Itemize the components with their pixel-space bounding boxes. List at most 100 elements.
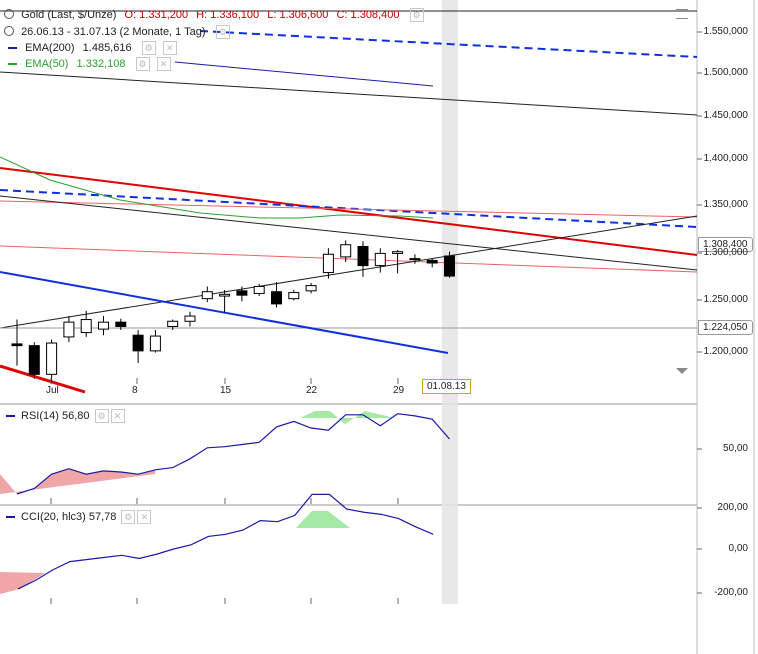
high-value: H: 1.336,100 — [196, 9, 260, 21]
rsi-value: 56,80 — [61, 409, 90, 422]
rsi-legend: RSI(14) 56,80 ⚙ ✕ — [6, 409, 125, 423]
candle-up — [253, 285, 265, 294]
y-tick-label: 1.200,000 — [703, 346, 749, 357]
ema50-line — [0, 156, 434, 219]
y-tick-label: 1.300,000 — [703, 247, 749, 258]
candle-up — [305, 285, 317, 292]
candle-up — [98, 321, 109, 330]
open-value: O: 1.331,200 — [124, 9, 189, 21]
candle-down — [28, 345, 40, 375]
rsi-overbought-fill — [300, 411, 395, 424]
clock-icon — [4, 26, 14, 36]
rsi-settings-icon[interactable]: ⚙ — [94, 409, 109, 423]
crosshair-band — [442, 0, 458, 604]
x-tick-label: 8 — [132, 385, 138, 396]
ema50-label: EMA(50) — [25, 58, 69, 70]
ema50-settings-icon[interactable]: ⚙ — [135, 57, 150, 72]
cci-settings-icon[interactable]: ⚙ — [121, 510, 136, 524]
close-value: C: 1.308,400 — [336, 9, 400, 21]
black-trendline-long — [0, 71, 698, 116]
ema200-line — [174, 61, 434, 87]
light-red-line-upper — [0, 200, 698, 218]
range-settings-icon[interactable]: ⚙ — [215, 25, 230, 40]
x-tick-label: 22 — [306, 385, 318, 396]
cci-line — [17, 493, 434, 590]
y-tick-label: 1.350,000 — [703, 199, 749, 210]
x-tick-label: 29 — [393, 385, 405, 396]
cci-legend: CCI(20, hlc3) 57,78 ⚙ ✕ — [6, 510, 152, 524]
cci-y-tick-label: 200,00 — [717, 502, 748, 513]
candle-up — [63, 321, 75, 338]
y-tick-label: 1.450,000 — [703, 110, 749, 121]
rsi-oversold-fill — [0, 468, 156, 494]
red-trendline-lower — [0, 364, 86, 394]
candle-up — [340, 244, 352, 258]
ema200-value: 1.485,616 — [82, 42, 132, 54]
black-trendline-mid — [0, 195, 698, 271]
candle-down — [426, 259, 438, 264]
light-red-line-lower — [0, 245, 698, 273]
cci-overbought-fill — [296, 511, 350, 528]
rsi-swatch — [6, 415, 15, 417]
cci-label: CCI(20, hlc3) — [21, 510, 86, 523]
date-range: 26.06.13 - 31.07.13 (2 Monate, 1 Tag) — [21, 26, 206, 38]
candle-down — [132, 334, 144, 352]
rsi-y-tick-label: 50,00 — [722, 443, 748, 454]
candle-up — [46, 342, 58, 375]
ema200-label: EMA(200) — [25, 42, 75, 54]
level-price-tag: 1.224,050 — [698, 320, 753, 335]
low-value: L: 1.306,600 — [267, 9, 329, 21]
blue-dashed-trendline-upper — [199, 30, 698, 58]
scroll-down-icon[interactable] — [676, 368, 688, 374]
legend-row-range: 26.06.13 - 31.07.13 (2 Monate, 1 Tag) ⚙ — [4, 25, 235, 40]
ema200-settings-icon[interactable]: ⚙ — [141, 41, 156, 56]
candle-up — [374, 252, 386, 267]
cci-value: 57,78 — [88, 510, 117, 523]
candle-up — [167, 320, 179, 327]
cci-y-tick-label: 0,00 — [728, 543, 748, 554]
red-trendline-main — [0, 167, 698, 256]
y-tick-label: 1.500,000 — [703, 67, 749, 78]
candle-up — [288, 292, 300, 300]
cci-oversold-fill — [0, 572, 45, 594]
candle-up — [409, 258, 421, 261]
x-tick-label: Jul — [46, 385, 59, 396]
settings-icon[interactable]: ⚙ — [409, 8, 424, 23]
gold-icon — [4, 9, 14, 19]
candle-up — [219, 293, 231, 297]
scroll-top-icon[interactable] — [676, 9, 688, 19]
candle-up — [80, 319, 92, 334]
x-tick-label: 15 — [220, 385, 232, 396]
candle-down — [271, 291, 282, 305]
candle-down — [11, 343, 23, 347]
ema200-close-icon[interactable]: ✕ — [162, 41, 177, 56]
rsi-line — [16, 413, 450, 495]
ema50-value: 1.332,108 — [76, 58, 126, 70]
candle-up — [392, 251, 404, 254]
y-tick-label: 1.550,000 — [703, 26, 749, 37]
legend-row-ema50: EMA(50) 1.332,108 ⚙ ✕ — [4, 57, 176, 72]
ema50-close-icon[interactable]: ✕ — [156, 57, 171, 72]
instrument-title: Gold (Last, $/Unze) — [21, 9, 117, 21]
last-price-tag: 1.308,400 — [698, 237, 753, 252]
legend-row-price: Gold (Last, $/Unze) O: 1.331,200 H: 1.33… — [4, 8, 429, 23]
candle-up — [149, 335, 161, 352]
blue-trendline-lower — [0, 271, 449, 354]
candle-down — [115, 321, 127, 327]
rsi-close-icon[interactable]: ✕ — [110, 409, 125, 423]
candle-down — [444, 255, 455, 277]
cci-close-icon[interactable]: ✕ — [137, 510, 152, 524]
rsi-label: RSI(14) — [21, 409, 59, 422]
y-tick-label: 1.250,000 — [703, 294, 749, 305]
candle-up — [184, 315, 196, 322]
ema50-swatch — [8, 63, 17, 66]
candle-down — [236, 290, 248, 296]
cci-y-tick-label: -200,00 — [714, 587, 748, 598]
cci-swatch — [6, 516, 15, 518]
legend-row-ema200: EMA(200) 1.485,616 ⚙ ✕ — [4, 41, 182, 56]
y-tick-label: 1.400,000 — [703, 153, 749, 164]
candle-up — [201, 291, 213, 300]
candle-up — [322, 253, 334, 274]
crosshair-date-tag: 01.08.13 — [422, 379, 471, 394]
